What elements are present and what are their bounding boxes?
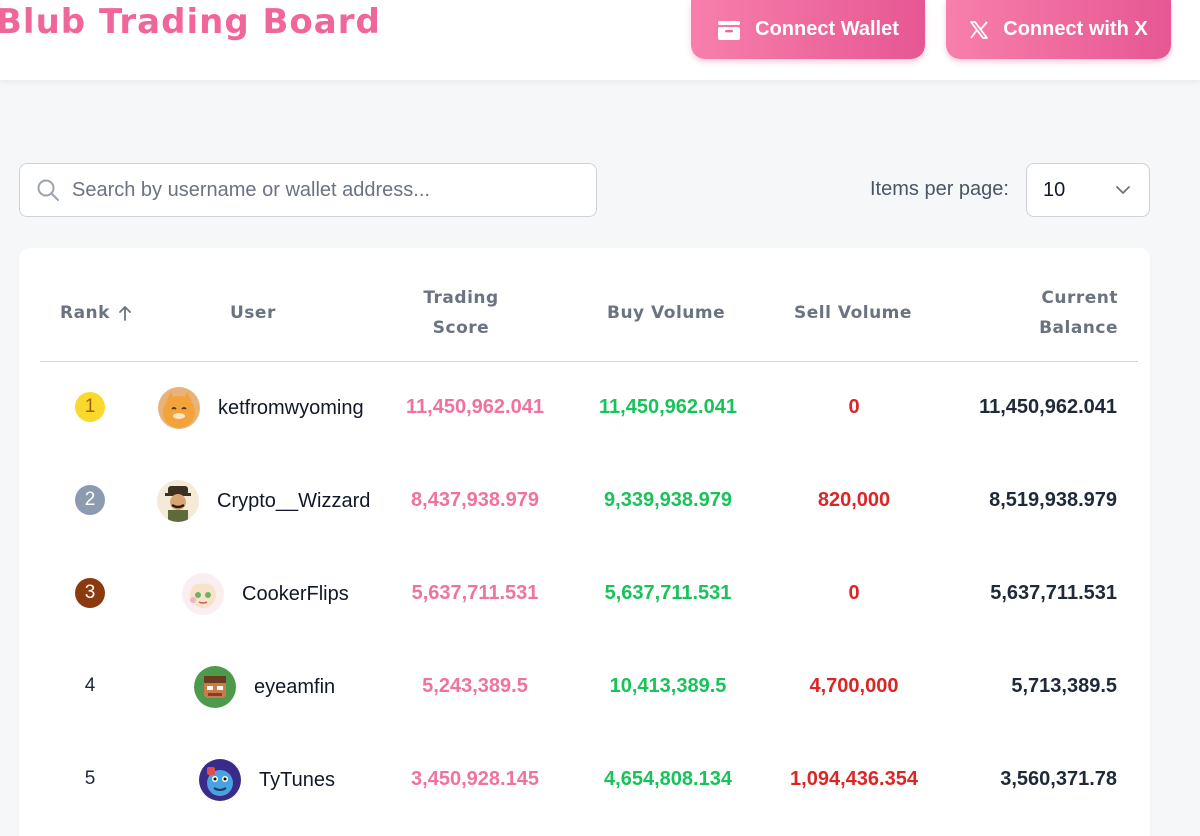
- search-input[interactable]: [72, 178, 572, 202]
- table-row[interactable]: 2 Crypto__Wizzard 8,437,938.979 9,339,93…: [19, 455, 1150, 548]
- current-balance: 11,450,962.041: [979, 396, 1117, 418]
- buy-volume: 10,413,389.5: [609, 675, 727, 697]
- table-row[interactable]: 3 CookerFlips 5,637,711.531 5,637,711.53…: [19, 548, 1150, 641]
- avatar: [199, 759, 241, 801]
- x-logo-icon: [970, 20, 989, 39]
- current-balance: 3,560,371.78: [1000, 768, 1117, 790]
- column-score-line2: Score: [432, 318, 490, 338]
- username: CookerFlips: [242, 582, 349, 605]
- column-balance-line1: Current: [1041, 288, 1118, 308]
- buy-volume: 11,450,962.041: [599, 396, 737, 418]
- chevron-down-icon: [1116, 186, 1130, 194]
- connect-wallet-label: Connect Wallet: [755, 18, 899, 40]
- avatar: [194, 666, 236, 708]
- rank-badge-bronze: 3: [75, 578, 105, 608]
- trading-score: 5,637,711.531: [411, 582, 539, 604]
- buy-volume: 5,637,711.531: [604, 582, 732, 604]
- column-score-line1: Trading: [423, 288, 499, 308]
- current-balance: 5,637,711.531: [990, 582, 1117, 604]
- column-header-user[interactable]: User: [230, 303, 276, 323]
- user-cell[interactable]: CookerFlips: [182, 573, 349, 615]
- column-rank-label: Rank: [60, 303, 110, 323]
- current-balance: 5,713,389.5: [1011, 675, 1117, 697]
- username: eyeamfin: [254, 675, 336, 698]
- column-header-trading-score[interactable]: Trading Score: [421, 283, 501, 343]
- connect-wallet-button[interactable]: Connect Wallet: [691, 0, 925, 59]
- user-cell[interactable]: Crypto__Wizzard: [157, 480, 370, 522]
- items-per-page-label: Items per page:: [870, 178, 1009, 200]
- sell-volume: 1,094,436.354: [790, 768, 918, 790]
- table-header: Rank User Trading Score Buy Volume Sell …: [40, 248, 1138, 362]
- buy-volume: 9,339,938.979: [604, 489, 732, 511]
- username: ketfromwyoming: [218, 396, 364, 419]
- column-header-sell-volume[interactable]: Sell Volume: [794, 303, 912, 323]
- trading-score: 5,243,389.5: [422, 675, 528, 697]
- connect-x-label: Connect with X: [1003, 18, 1148, 40]
- table-row[interactable]: 1 ketfromwyoming 11,450,962.041 11,450,9…: [19, 362, 1150, 455]
- user-cell[interactable]: ketfromwyoming: [158, 387, 364, 429]
- search-icon: [37, 179, 59, 201]
- trading-score: 8,437,938.979: [411, 489, 539, 511]
- top-header: Blub Trading Board Connect Wallet Connec…: [0, 0, 1200, 80]
- column-balance-line2: Balance: [1039, 318, 1118, 338]
- rank-number: 5: [84, 768, 96, 789]
- sell-volume: 820,000: [817, 489, 891, 511]
- sell-volume: 0: [848, 582, 860, 604]
- sell-volume: 0: [848, 396, 860, 418]
- leaderboard-table: Rank User Trading Score Buy Volume Sell …: [19, 248, 1150, 836]
- column-header-rank[interactable]: Rank: [60, 298, 132, 328]
- rank-badge-silver: 2: [75, 485, 105, 515]
- trading-score: 3,450,928.145: [411, 768, 539, 790]
- search-box[interactable]: [19, 163, 597, 217]
- column-header-buy-volume[interactable]: Buy Volume: [607, 303, 726, 323]
- items-per-page-select[interactable]: 10: [1026, 163, 1150, 217]
- username: TyTunes: [259, 768, 335, 791]
- trading-score: 11,450,962.041: [406, 396, 544, 418]
- avatar: [157, 480, 199, 522]
- brand-title: Blub Trading Board: [0, 2, 381, 42]
- rank-number: 4: [84, 675, 96, 696]
- username: Crypto__Wizzard: [217, 489, 371, 512]
- rank-badge-gold: 1: [75, 392, 105, 422]
- current-balance: 8,519,938.979: [989, 489, 1117, 511]
- sort-arrow-up-icon: [119, 306, 131, 321]
- user-cell[interactable]: TyTunes: [199, 759, 335, 801]
- connect-x-button[interactable]: Connect with X: [946, 0, 1171, 59]
- avatar: [182, 573, 224, 615]
- items-per-page-value: 10: [1043, 178, 1066, 201]
- sell-volume: 4,700,000: [809, 675, 899, 697]
- user-cell[interactable]: eyeamfin: [194, 666, 335, 708]
- avatar: [158, 387, 200, 429]
- wallet-icon: [718, 20, 741, 40]
- buy-volume: 4,654,808.134: [604, 768, 732, 790]
- column-header-current-balance[interactable]: Current Balance: [1030, 283, 1118, 343]
- table-row[interactable]: 5 TyTunes 3,450,928.145 4,654,808.134 1,…: [19, 734, 1150, 827]
- table-row[interactable]: 4 eyeamfin 5,243,389.5 10,413,389.5 4,70…: [19, 641, 1150, 734]
